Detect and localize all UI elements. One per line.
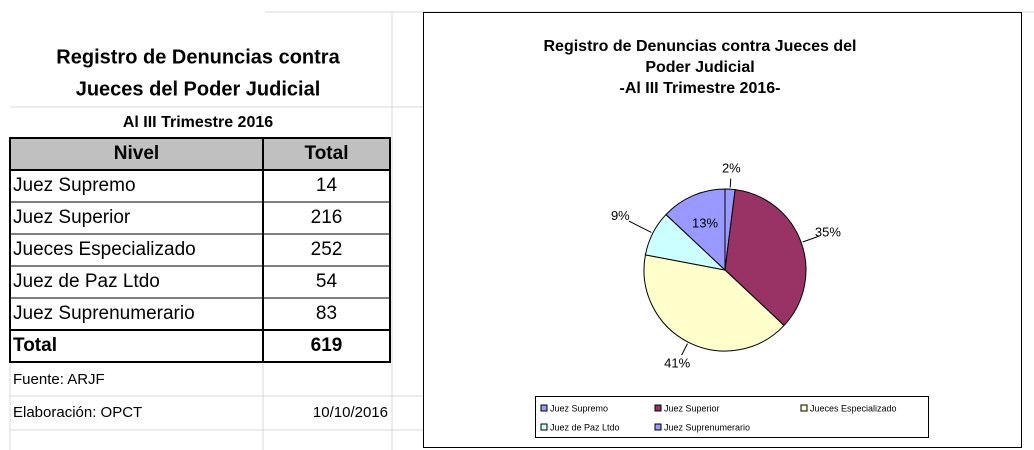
legend-swatch [654, 423, 662, 431]
chart-title: -Al III Trimestre 2016- [620, 80, 781, 97]
legend-label: Juez Suprenumerario [664, 422, 750, 432]
chart-title: Poder Judicial [645, 59, 754, 76]
header-cell: Nivel [114, 143, 159, 164]
legend-swatch [540, 404, 548, 412]
cell: Juez Superior [13, 207, 131, 228]
cell: Total [13, 335, 57, 356]
legend-swatch [654, 404, 662, 412]
data-label: 41% [664, 355, 690, 370]
cell: 216 [311, 207, 343, 228]
cell: 14 [316, 175, 338, 196]
cell: Jueces Especializado [13, 239, 196, 260]
data-label: 13% [692, 215, 718, 230]
pie-slice [643, 254, 785, 352]
legend-box [535, 396, 929, 438]
legend-label: Juez Superior [664, 403, 720, 413]
leader-line [802, 235, 819, 243]
cell: 83 [316, 303, 337, 324]
table-border [9, 137, 391, 363]
legend-label: Jueces Especializado [810, 403, 897, 413]
pie-slice [724, 189, 807, 327]
legend-swatch [800, 404, 808, 412]
table-title: Jueces del Poder Judicial [76, 78, 321, 100]
chart-title: Registro de Denuncias contra Jueces del [544, 38, 857, 55]
leader-line [628, 220, 652, 233]
cell: 619 [311, 335, 343, 356]
header-bg [10, 138, 390, 170]
leader-line [729, 178, 732, 188]
legend-swatch [540, 423, 548, 431]
cell: Juez Supremo [13, 175, 136, 196]
data-label: 35% [815, 224, 841, 239]
table-title: Registro de Denuncias contra [56, 46, 340, 68]
pie-slice [665, 188, 726, 272]
source: Fuente: ARJF [13, 371, 105, 388]
cell: Juez Suprenumerario [13, 303, 195, 324]
legend-label: Juez Supremo [550, 403, 608, 413]
table-subtitle: Al III Trimestre 2016 [123, 114, 273, 131]
cell: 54 [316, 271, 338, 292]
legend-label: Juez de Paz Ltdo [550, 422, 620, 432]
data-label: 2% [722, 160, 741, 175]
cell: Juez de Paz Ltdo [13, 271, 160, 292]
date: 10/10/2016 [313, 404, 388, 421]
data-label: 9% [611, 208, 630, 223]
cell: 252 [311, 239, 343, 260]
author: Elaboración: OPCT [13, 404, 142, 421]
header-cell: Total [305, 143, 349, 164]
leader-line [681, 343, 688, 356]
